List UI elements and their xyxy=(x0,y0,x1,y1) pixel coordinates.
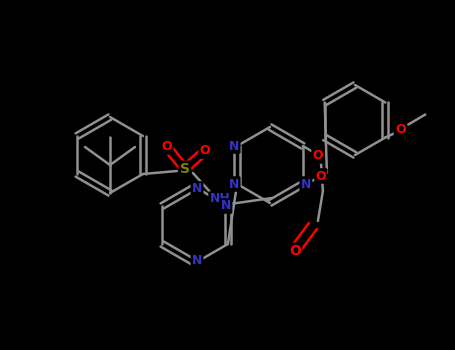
Text: O: O xyxy=(313,149,323,162)
Text: O: O xyxy=(289,244,301,258)
Text: O: O xyxy=(316,169,326,182)
Text: N: N xyxy=(229,177,239,190)
Text: S: S xyxy=(180,162,190,176)
Text: N: N xyxy=(221,199,231,212)
Text: N: N xyxy=(192,182,202,196)
Text: NH: NH xyxy=(210,193,230,205)
Text: N: N xyxy=(229,140,239,153)
Text: O: O xyxy=(162,140,172,154)
Text: N: N xyxy=(301,177,311,190)
Text: O: O xyxy=(200,145,210,158)
Text: O: O xyxy=(395,123,405,136)
Text: N: N xyxy=(192,254,202,267)
